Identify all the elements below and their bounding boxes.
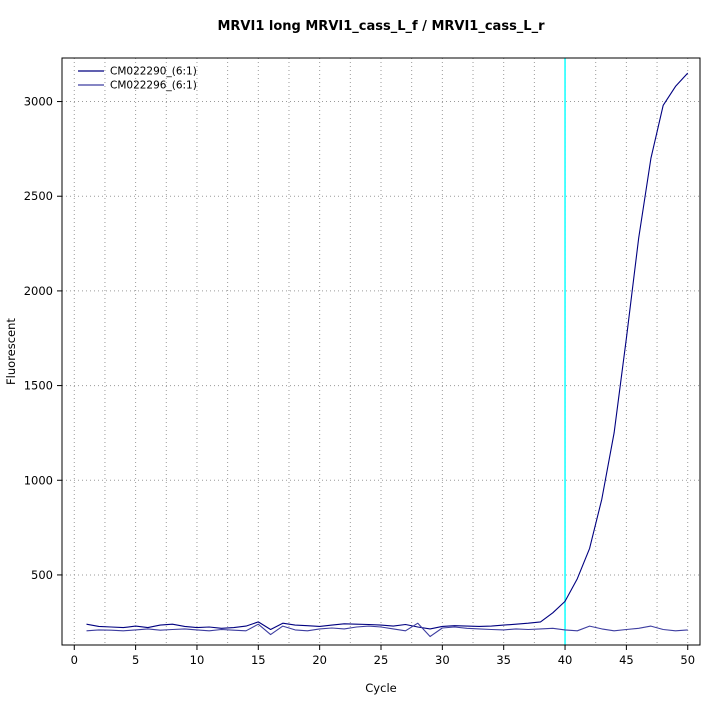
x-tick-label: 45 [619, 653, 634, 667]
x-tick-label: 35 [496, 653, 511, 667]
x-tick-label: 15 [251, 653, 266, 667]
x-tick-label: 10 [190, 653, 205, 667]
y-tick-label: 3000 [24, 95, 53, 109]
x-tick-label: 40 [558, 653, 573, 667]
x-tick-label: 20 [312, 653, 327, 667]
y-tick-label: 2000 [24, 284, 53, 298]
y-axis-label: Fluorescent [4, 318, 18, 385]
x-tick-label: 30 [435, 653, 450, 667]
x-tick-label: 5 [132, 653, 139, 667]
y-tick-label: 500 [31, 568, 53, 582]
x-tick-label: 25 [374, 653, 389, 667]
legend-entry-label: CM022296_(6:1) [110, 80, 197, 92]
y-tick-label: 2500 [24, 189, 53, 203]
x-tick-label: 0 [71, 653, 78, 667]
x-tick-label: 50 [680, 653, 695, 667]
y-tick-label: 1000 [24, 473, 53, 487]
x-axis-label: Cycle [365, 681, 396, 695]
y-tick-label: 1500 [24, 379, 53, 393]
series-line-CM022296_(6:1) [86, 622, 688, 638]
series-line-CM022290_(6:1) [86, 72, 689, 631]
chart-title: MRVI1 long MRVI1_cass_L_f / MRVI1_cass_L… [217, 19, 545, 34]
legend-entry-label: CM022290_(6:1) [110, 66, 197, 78]
